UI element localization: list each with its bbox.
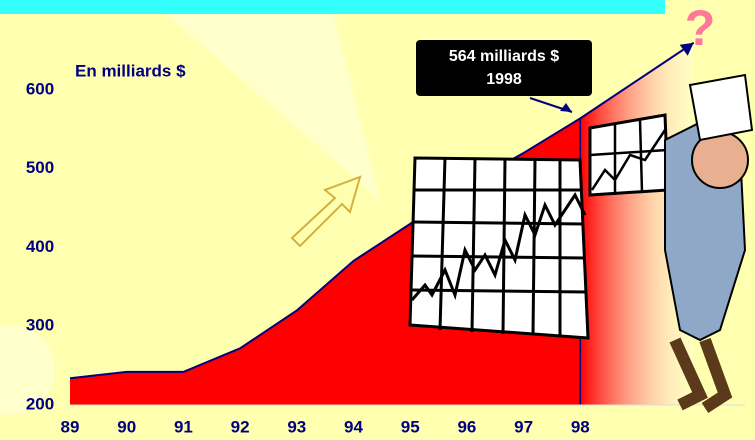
y-tick-label: 200 [26,394,54,413]
chart: En milliards $ ? 564 milliards $ 1998 20… [0,0,755,440]
question-mark: ? [685,0,716,56]
x-tick-label: 96 [457,417,476,436]
annotation: 1998 [486,71,522,88]
x-tick-label: 90 [117,417,136,436]
x-tick-label: 93 [287,417,306,436]
y-tick-label: 600 [26,79,54,98]
annotation: 564 milliards $ [449,48,559,65]
title-bar [0,0,665,14]
x-tick-label: 95 [401,417,420,436]
x-tick-label: 92 [231,417,250,436]
axis-label: En milliards $ [75,61,186,80]
x-tick-label: 97 [514,417,533,436]
x-tick-label: 89 [61,417,80,436]
x-tick-label: 94 [344,417,363,436]
x-tick-label: 98 [571,417,590,436]
y-tick-label: 400 [26,237,54,256]
y-tick-label: 300 [26,316,54,335]
y-tick-label: 500 [26,158,54,177]
x-tick-label: 91 [174,417,193,436]
